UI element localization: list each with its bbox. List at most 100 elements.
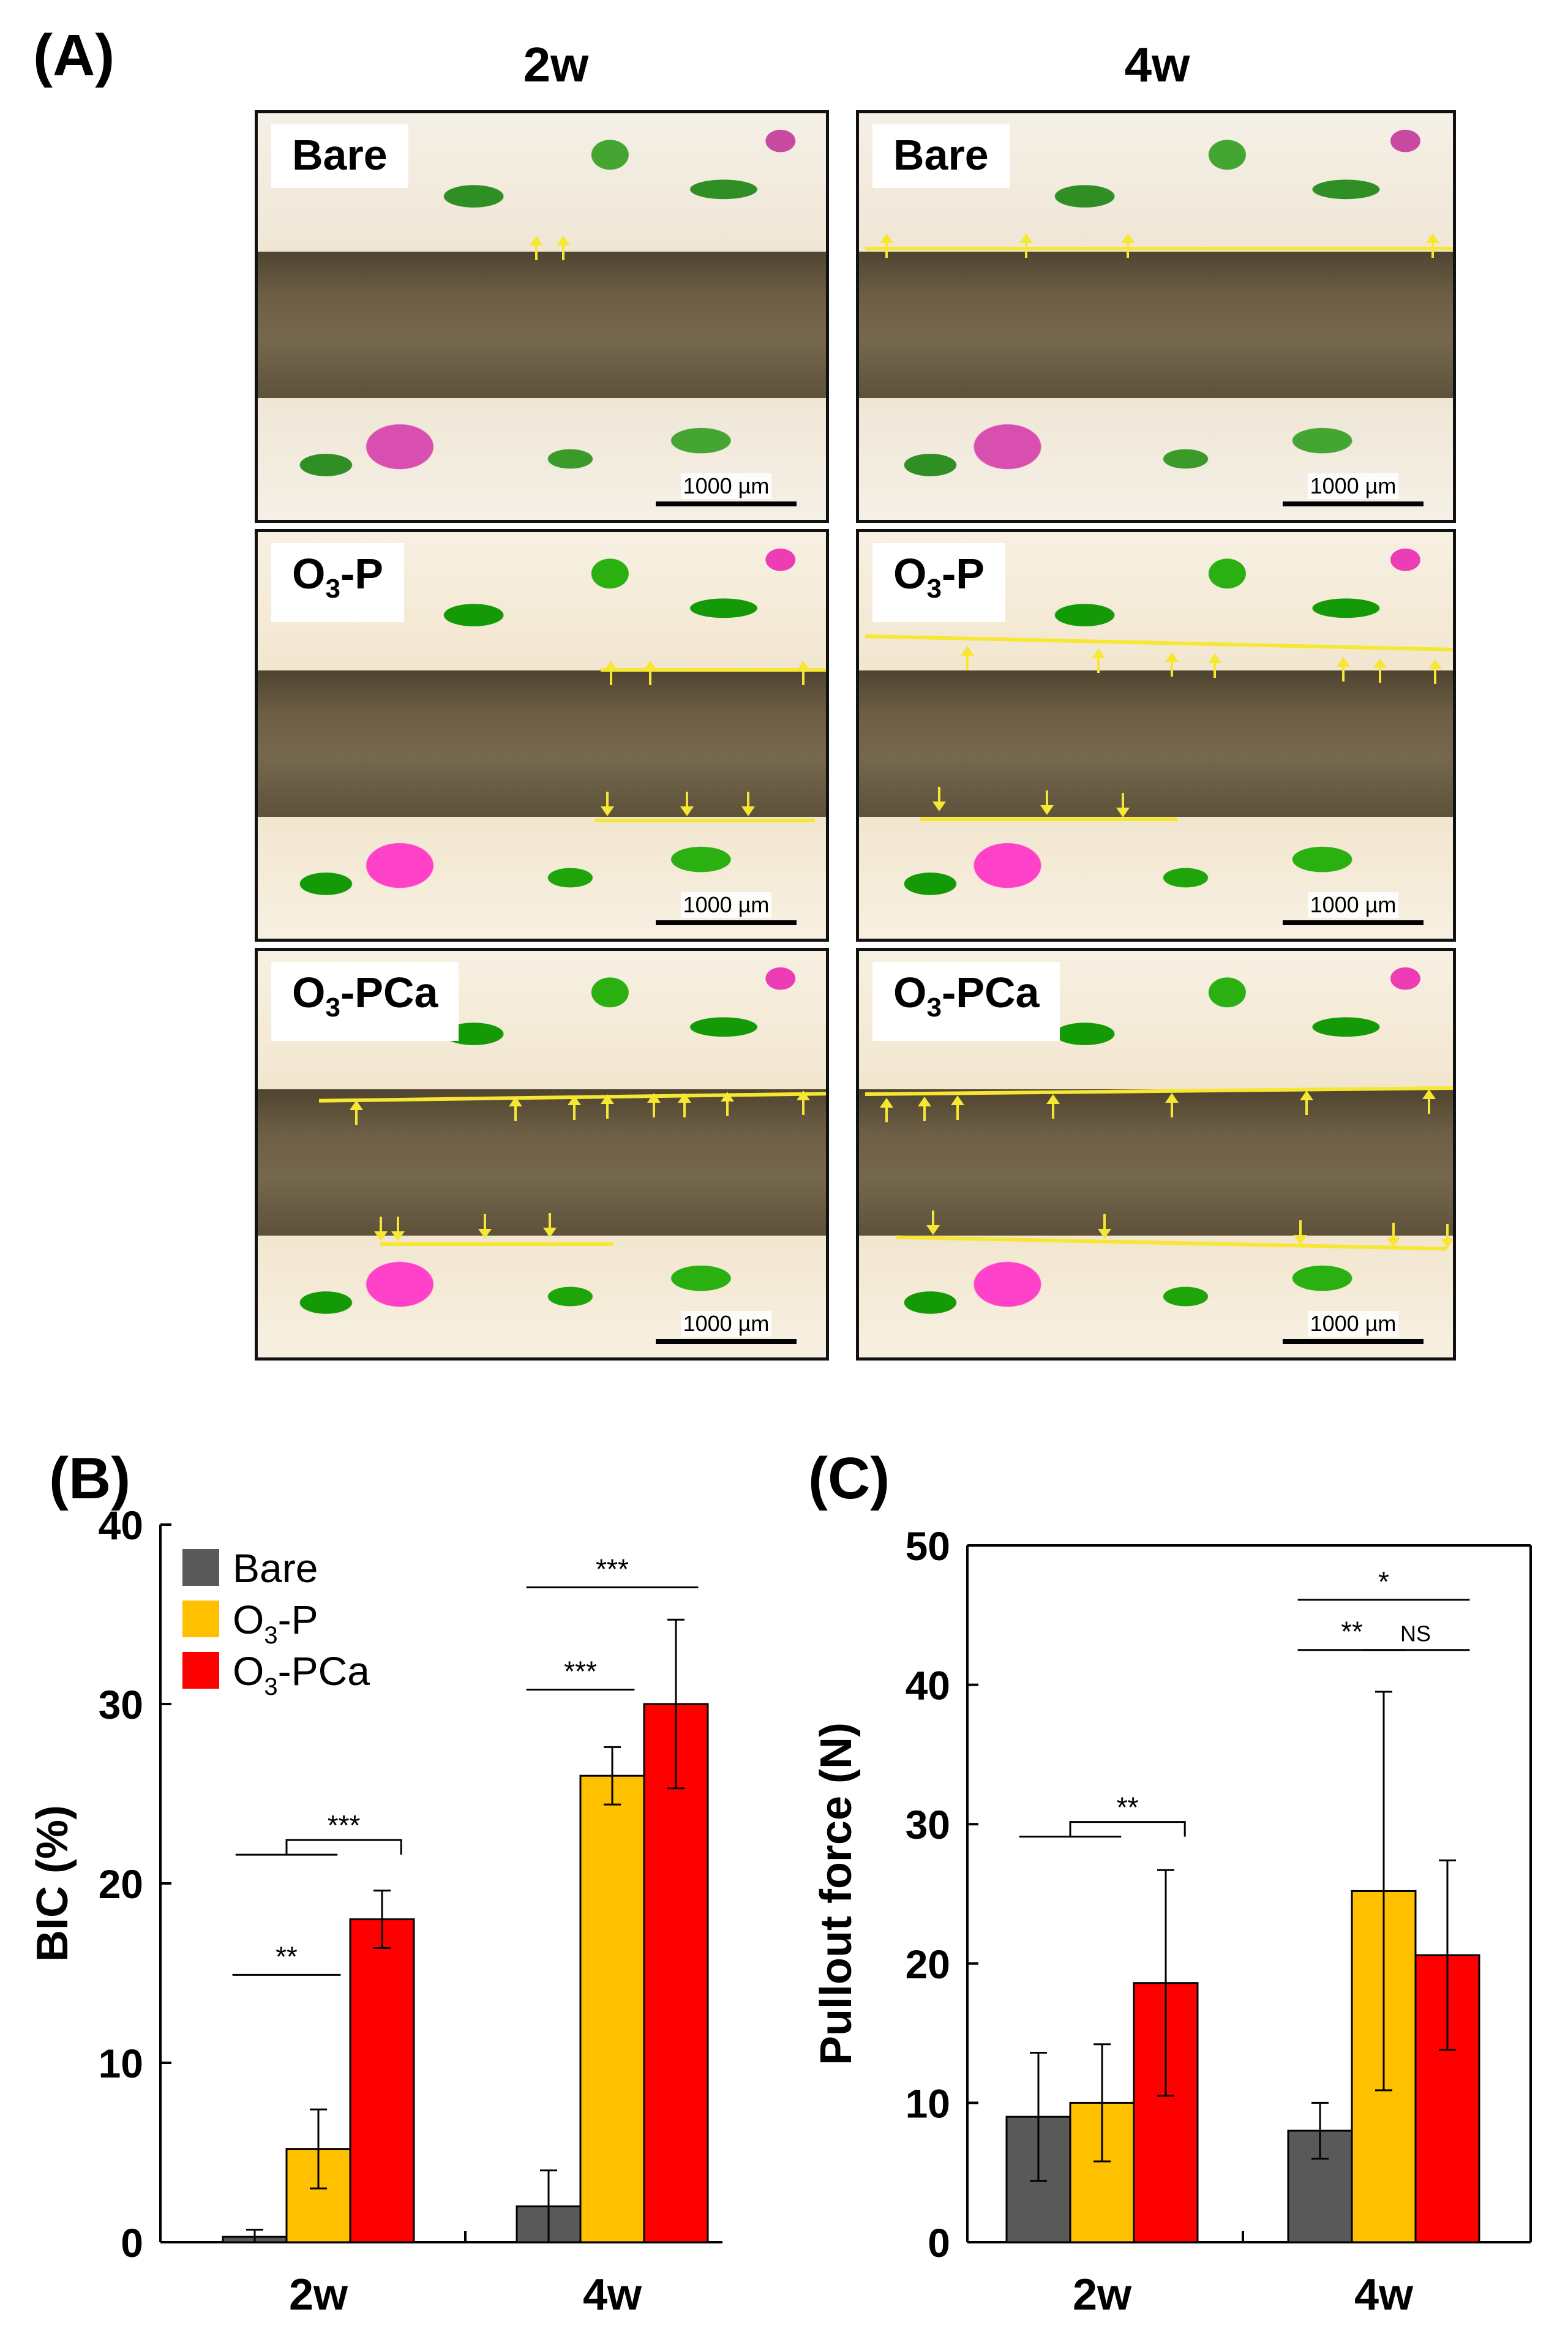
contact-arrow-icon [601, 789, 614, 816]
y-tick-label: 30 [906, 1802, 950, 1847]
contact-arrow-icon [1387, 1220, 1400, 1247]
legend-label: O3-PCa [233, 1648, 370, 1700]
contact-arrow-icon [741, 789, 755, 816]
contact-arrow-icon [1040, 788, 1054, 815]
contact-arrow-icon [543, 1211, 557, 1237]
bar [643, 1703, 709, 2243]
legend-swatch [182, 1652, 219, 1689]
contact-arrow-icon [932, 784, 946, 811]
contact-arrow-icon [1373, 658, 1387, 685]
legend-swatch [182, 1601, 219, 1637]
y-tick-label: 50 [906, 1523, 950, 1569]
x-tick-label: 4w [583, 2270, 642, 2319]
contact-arrow-icon [1116, 790, 1130, 817]
panel-c-letter: (C) [808, 1446, 890, 1511]
contact-arrow-icon [1422, 1089, 1436, 1116]
micrograph-o3pca-4w: O3-PCa 1000 µm [856, 948, 1456, 1361]
scale-bar: 1000 µm [1283, 1311, 1424, 1344]
scale-bar: 1000 µm [656, 1311, 797, 1344]
contact-arrow-icon [1426, 233, 1439, 260]
contact-arrow-icon [1428, 659, 1442, 686]
y-tick-label: 40 [99, 1503, 143, 1548]
significance-label: ** [1117, 1792, 1139, 1823]
significance-label: ** [1341, 1616, 1363, 1648]
bar [349, 1918, 415, 2243]
micrograph-bare-2w: Bare 1000 µm [255, 110, 829, 523]
contact-arrow-icon [557, 236, 570, 263]
contact-arrow-icon [568, 1095, 581, 1122]
contact-arrow-icon [509, 1097, 522, 1124]
row-label-o3pca: O3-PCa [271, 962, 459, 1041]
legend-label: Bare [233, 1545, 318, 1591]
x-tick-label: 2w [1073, 2270, 1132, 2319]
contact-arrow-icon [1046, 1094, 1060, 1121]
contact-arrow-icon [951, 1095, 964, 1122]
significance-label: *** [328, 1809, 361, 1841]
contact-arrow-icon [604, 661, 618, 688]
row-label-o3pca: O3-PCa [872, 962, 1060, 1041]
contact-arrow-icon [647, 1093, 661, 1120]
contact-arrow-icon [1165, 1093, 1179, 1120]
contact-arrow-icon [880, 233, 893, 260]
significance-label: * [1378, 1566, 1389, 1597]
contact-arrow-icon [797, 1090, 810, 1117]
row-label-bare: Bare [872, 124, 1010, 188]
y-axis-label: Pullout force (N) [812, 1722, 861, 2065]
contact-arrow-icon [350, 1100, 363, 1127]
contact-arrow-icon [374, 1214, 388, 1241]
contact-arrow-icon [478, 1212, 492, 1239]
contact-arrow-icon [1337, 657, 1350, 684]
contact-arrow-icon [797, 661, 810, 688]
y-tick-label: 20 [906, 1942, 950, 1987]
significance-label: NS [1400, 1621, 1431, 1646]
x-tick-label: 4w [1354, 2270, 1414, 2319]
contact-arrow-icon [391, 1214, 405, 1241]
y-tick-label: 0 [121, 2220, 143, 2265]
contact-arrow-icon [918, 1097, 931, 1124]
contact-arrow-icon [1294, 1218, 1307, 1245]
contact-arrow-icon [1300, 1090, 1313, 1117]
legend-swatch [182, 1549, 219, 1586]
contact-arrow-icon [601, 1094, 614, 1121]
x-tick-label: 2w [289, 2270, 348, 2319]
column-title-2w: 2w [523, 37, 589, 92]
contact-arrow-icon [643, 661, 657, 688]
scale-bar: 1000 µm [656, 473, 797, 506]
pullout-force-bar-chart: 0 10 20 30 40 50 Pullout force (N) 2w 4w ** ** NS * [812, 1523, 1532, 2319]
significance-bracket [1069, 1821, 1186, 1837]
contact-arrow-icon [680, 789, 694, 816]
y-tick-label: 10 [906, 2081, 950, 2126]
contact-arrow-icon [1092, 648, 1105, 675]
row-label-o3p: O3-P [271, 543, 404, 622]
panel-b-letter: (B) [49, 1446, 131, 1511]
contact-arrow-icon [530, 236, 543, 263]
y-axis-label: BIC (%) [28, 1805, 77, 1962]
panel-a-letter: (A) [33, 23, 115, 88]
bar [579, 1774, 645, 2243]
contact-arrow-icon [721, 1092, 734, 1119]
scale-bar: 1000 µm [1283, 892, 1424, 925]
contact-arrow-icon [678, 1093, 691, 1120]
significance-label: *** [564, 1656, 597, 1687]
micrograph-o3p-2w: O3-P 1000 µm [255, 529, 829, 942]
row-label-bare: Bare [271, 124, 408, 188]
micrograph-o3p-4w: O3-P 1000 µm [856, 529, 1456, 942]
contact-arrow-icon [880, 1098, 893, 1125]
contact-arrow-icon [1208, 653, 1221, 680]
y-tick-label: 20 [99, 1861, 143, 1907]
y-tick-label: 30 [99, 1682, 143, 1727]
y-tick-label: 40 [906, 1663, 950, 1708]
scale-bar: 1000 µm [1283, 473, 1424, 506]
micrograph-o3pca-2w: O3-PCa 1000 µm [255, 948, 829, 1361]
contact-arrow-icon [926, 1208, 940, 1235]
contact-arrow-icon [1121, 233, 1135, 260]
column-title-4w: 4w [1124, 37, 1190, 92]
row-label-o3p: O3-P [872, 543, 1005, 622]
contact-arrow-icon [1165, 652, 1179, 679]
contact-arrow-icon [961, 646, 974, 673]
contact-arrow-icon [1098, 1212, 1111, 1239]
scale-bar: 1000 µm [656, 892, 797, 925]
micrograph-bare-4w: Bare 1000 µm [856, 110, 1456, 523]
significance-label: *** [596, 1553, 629, 1585]
